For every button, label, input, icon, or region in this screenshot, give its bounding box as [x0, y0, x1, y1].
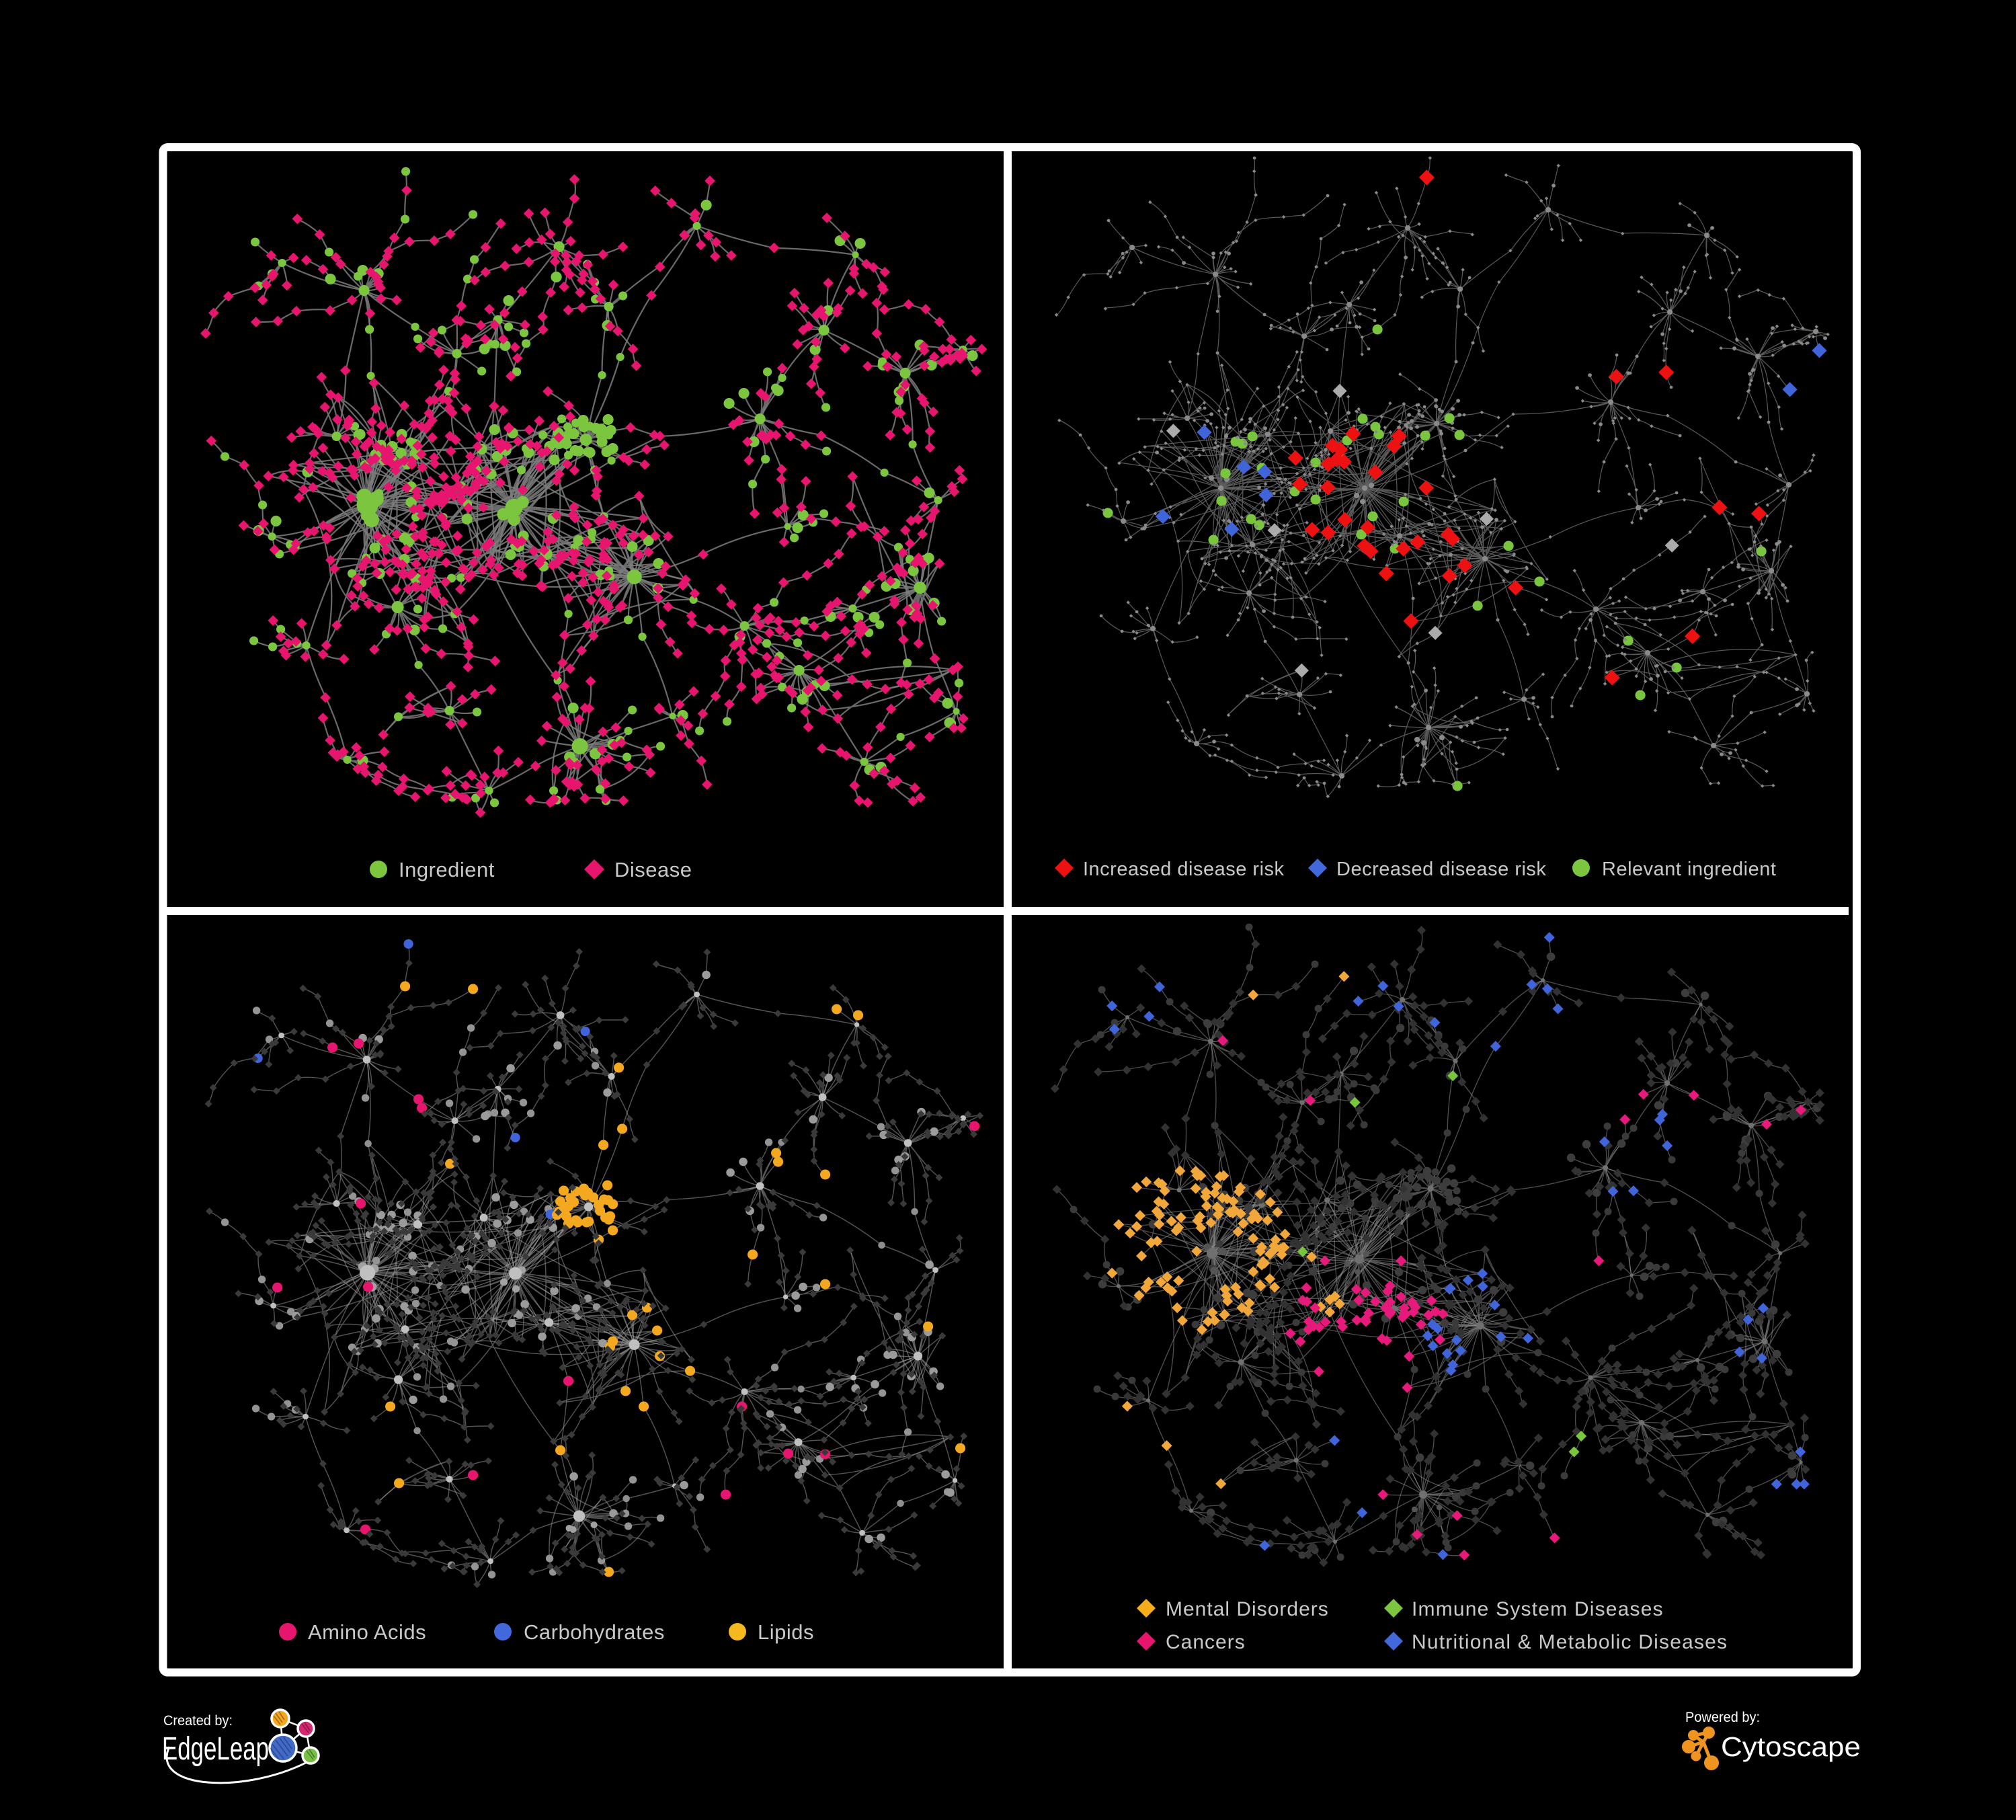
svg-text:Created by:: Created by:: [163, 1713, 233, 1729]
svg-text:Decreased disease risk: Decreased disease risk: [1336, 859, 1546, 880]
svg-text:Cancers: Cancers: [1166, 1631, 1246, 1653]
svg-text:Cytoscape: Cytoscape: [1721, 1731, 1861, 1762]
svg-text:Relevant ingredient: Relevant ingredient: [1602, 859, 1776, 880]
svg-text:Increased disease risk: Increased disease risk: [1083, 859, 1285, 880]
svg-text:EdgeLeap: EdgeLeap: [162, 1731, 269, 1767]
svg-text:Immune System Diseases: Immune System Diseases: [1412, 1598, 1664, 1620]
svg-text:Powered by:: Powered by:: [1685, 1710, 1760, 1725]
svg-text:Lipids: Lipids: [758, 1620, 814, 1644]
svg-text:Carbohydrates: Carbohydrates: [524, 1620, 665, 1644]
svg-text:Nutritional & Metabolic Diseas: Nutritional & Metabolic Diseases: [1412, 1631, 1728, 1653]
svg-text:Ingredient: Ingredient: [399, 858, 495, 881]
svg-text:Amino Acids: Amino Acids: [308, 1620, 426, 1644]
svg-text:Mental Disorders: Mental Disorders: [1166, 1598, 1329, 1620]
svg-text:Disease: Disease: [614, 858, 692, 881]
